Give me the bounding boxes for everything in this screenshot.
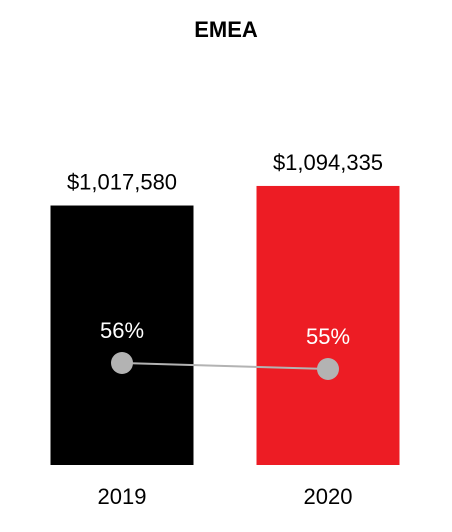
x-tick-label: 2019 (98, 484, 147, 509)
bar-value-label: $1,094,335 (273, 150, 383, 175)
line (121, 362, 329, 370)
chart-title: EMEA (194, 17, 258, 42)
bar (50, 205, 194, 466)
line-value-label: 55% (306, 324, 350, 349)
x-tick-label: 2020 (304, 484, 353, 509)
bar-value-label: $1,017,580 (67, 169, 177, 194)
line-marker (111, 352, 133, 374)
line-marker (317, 358, 339, 380)
bar (256, 185, 400, 465)
line-value-label: 56% (100, 318, 144, 343)
